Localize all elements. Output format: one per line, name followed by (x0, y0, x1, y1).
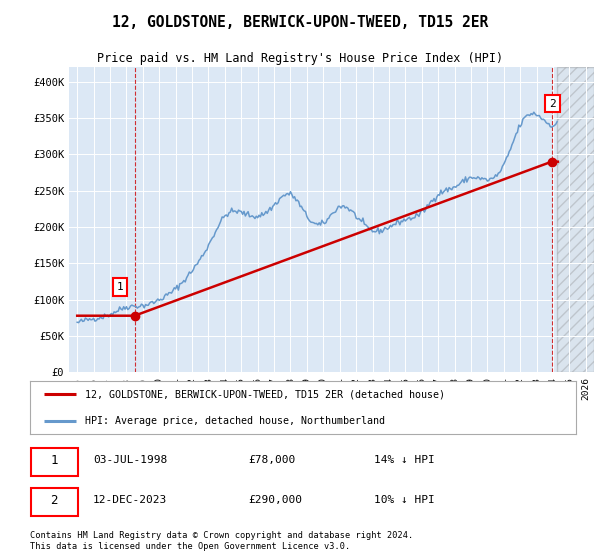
Text: 12-DEC-2023: 12-DEC-2023 (93, 495, 167, 505)
Bar (557, 67, 594, 372)
Text: 12, GOLDSTONE, BERWICK-UPON-TWEED, TD15 2ER: 12, GOLDSTONE, BERWICK-UPON-TWEED, TD15 … (112, 15, 488, 30)
Text: 14% ↓ HPI: 14% ↓ HPI (374, 455, 435, 465)
Text: 10% ↓ HPI: 10% ↓ HPI (374, 495, 435, 505)
Text: 12, GOLDSTONE, BERWICK-UPON-TWEED, TD15 2ER (detached house): 12, GOLDSTONE, BERWICK-UPON-TWEED, TD15 … (85, 389, 445, 399)
Text: 2: 2 (549, 99, 556, 109)
Text: 2: 2 (50, 494, 58, 507)
Bar (557, 67, 594, 372)
Text: 1: 1 (116, 282, 123, 292)
FancyBboxPatch shape (31, 488, 77, 516)
Text: £78,000: £78,000 (248, 455, 296, 465)
Text: Price paid vs. HM Land Registry's House Price Index (HPI): Price paid vs. HM Land Registry's House … (97, 53, 503, 66)
Text: 03-JUL-1998: 03-JUL-1998 (93, 455, 167, 465)
Text: 1: 1 (50, 454, 58, 466)
Text: Contains HM Land Registry data © Crown copyright and database right 2024.
This d: Contains HM Land Registry data © Crown c… (30, 531, 413, 551)
Text: HPI: Average price, detached house, Northumberland: HPI: Average price, detached house, Nort… (85, 416, 385, 426)
Text: £290,000: £290,000 (248, 495, 302, 505)
FancyBboxPatch shape (31, 448, 77, 476)
